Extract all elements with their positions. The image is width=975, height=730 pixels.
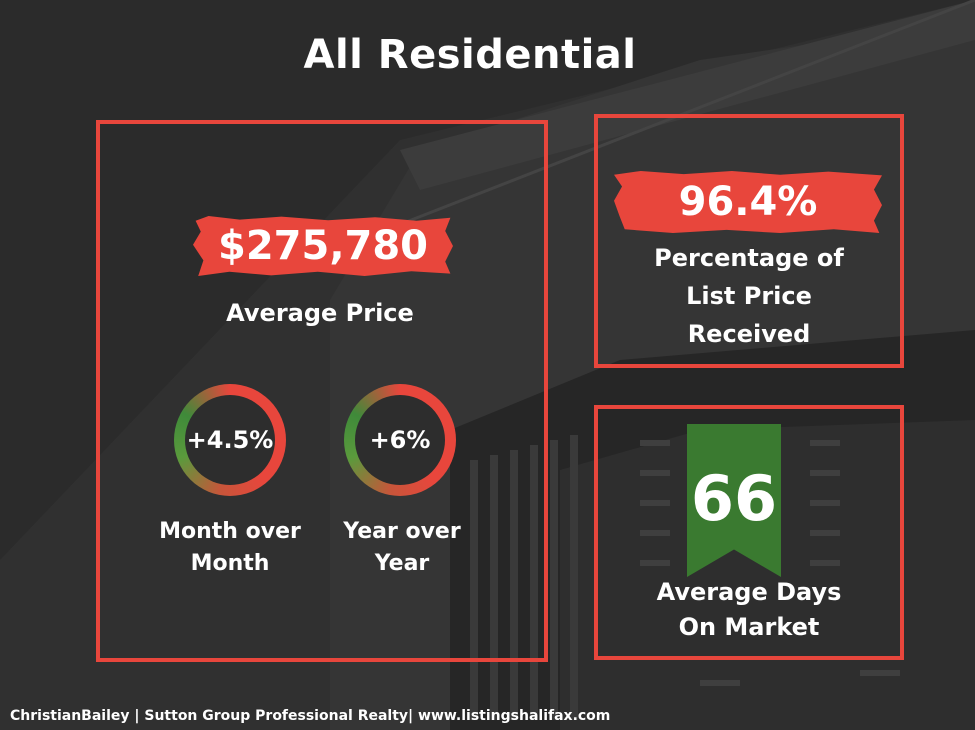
year-over-year-label: Year over Year bbox=[322, 516, 482, 580]
month-over-month-label-line2: Month bbox=[190, 551, 270, 576]
month-over-month-label: Month over Month bbox=[150, 516, 310, 580]
average-price-label: Average Price bbox=[226, 299, 414, 327]
year-over-year-ring: +6% bbox=[344, 384, 456, 496]
list-price-label-line3: Received bbox=[687, 320, 811, 348]
days-on-market-value: 66 bbox=[690, 462, 778, 535]
year-over-year-value: +6% bbox=[355, 395, 445, 485]
footer-credit: ChristianBailey | Sutton Group Professio… bbox=[10, 708, 611, 724]
month-over-month-label-line1: Month over bbox=[159, 519, 301, 544]
average-price-value: $275,780 bbox=[193, 216, 453, 276]
list-price-label: Percentage of List Price Received bbox=[598, 239, 900, 353]
month-over-month-value: +4.5% bbox=[185, 395, 275, 485]
average-price-card bbox=[96, 120, 548, 662]
year-over-year-label-line2: Year bbox=[374, 551, 430, 576]
list-price-value: 96.4% bbox=[614, 171, 882, 233]
list-price-label-line2: List Price bbox=[686, 282, 812, 310]
days-on-market-card bbox=[594, 405, 904, 660]
days-on-market-label-line1: Average Days bbox=[656, 578, 842, 606]
year-over-year-label-line1: Year over bbox=[343, 519, 461, 544]
page-title: All Residential bbox=[303, 32, 637, 78]
days-on-market-label-line2: On Market bbox=[678, 613, 820, 641]
days-on-market-label: Average Days On Market bbox=[598, 575, 900, 645]
month-over-month-ring: +4.5% bbox=[174, 384, 286, 496]
list-price-card bbox=[594, 114, 904, 368]
list-price-label-line1: Percentage of bbox=[654, 244, 844, 272]
